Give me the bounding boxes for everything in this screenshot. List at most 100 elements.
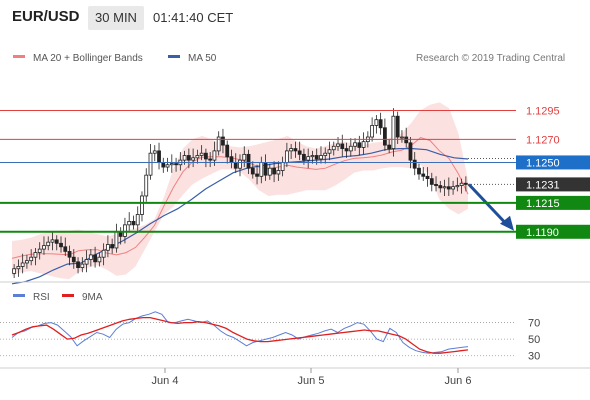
candle-body [263, 162, 268, 176]
candle-body [319, 155, 323, 160]
rsi-ma-legend-swatch [62, 294, 74, 297]
candle-body [246, 153, 251, 169]
candle-body [284, 150, 289, 163]
candle-body [442, 186, 447, 189]
forecast-arrow-line [467, 183, 510, 227]
candle-body [233, 162, 238, 169]
candle-body [357, 142, 362, 148]
candle-body [182, 155, 187, 161]
x-axis-ticks: Jun 4 Jun 5 Jun 6 [152, 368, 472, 387]
candle-body [105, 244, 110, 251]
candle-body [323, 152, 328, 156]
candle-body [361, 141, 366, 148]
candle-body [93, 254, 97, 263]
candle-body [272, 167, 276, 175]
candle-body [387, 144, 392, 149]
symbol-title: EUR/USD [12, 8, 80, 25]
resistance-label: 1.1295 [526, 105, 560, 117]
candle-body [302, 153, 306, 161]
candle-body [310, 155, 315, 158]
candle-body [20, 262, 25, 267]
candle-body [267, 167, 272, 176]
candle-body [50, 239, 55, 243]
candle-body [123, 224, 127, 237]
candle-body [280, 162, 285, 171]
rsi-tick-label: 70 [528, 318, 540, 330]
candle-body [80, 263, 85, 268]
ma50-legend-label: MA 50 [188, 53, 217, 64]
support-label-box [516, 224, 590, 239]
candle-body [169, 163, 174, 166]
candle-body [59, 242, 63, 248]
x-tick-label: Jun 6 [445, 375, 472, 387]
candle-body [225, 144, 230, 158]
candle-body [67, 251, 72, 258]
candle-body [63, 246, 68, 252]
candle-body [161, 162, 166, 168]
candle-body [148, 152, 153, 176]
candle-body [421, 173, 426, 177]
bollinger-legend-label: MA 20 + Bollinger Bands [33, 53, 143, 64]
candle-body [391, 115, 396, 149]
candle-body [370, 125, 375, 138]
candle-body [208, 158, 213, 161]
candle-body [434, 183, 438, 186]
resistance-label: 1.1270 [526, 134, 560, 146]
credit-text: Research © 2019 Trading Central [416, 53, 565, 64]
candle-body [16, 266, 21, 270]
candle-body [276, 170, 281, 175]
candle-body [42, 245, 46, 250]
candle-body [374, 119, 379, 126]
candle-body [37, 248, 42, 253]
candle-body [12, 268, 17, 274]
candle-body [255, 173, 259, 177]
candles [12, 108, 468, 278]
candle-body [84, 259, 89, 265]
bollinger-legend-swatch [13, 55, 25, 58]
candle-body [88, 254, 93, 260]
candle-body [186, 155, 191, 161]
candle-body [451, 186, 455, 190]
candle-body [25, 260, 29, 264]
candle-body [216, 136, 221, 152]
candle-body [250, 167, 255, 175]
rsi-ma-line [11, 316, 469, 354]
x-tick-label: Jun 4 [152, 375, 179, 387]
candle-body [327, 149, 332, 154]
candle-body [212, 150, 217, 161]
candle-body [331, 145, 336, 151]
candle-body [238, 159, 242, 169]
last-price-box [516, 177, 590, 192]
candle-body [152, 150, 157, 154]
candle-body [114, 231, 119, 249]
chart-header: EUR/USD 30 MIN 01:41:40 CET [0, 0, 590, 36]
candle-body [127, 220, 132, 226]
price-levels: 1.1295 1.1270 1.1250 1.1231 1.1215 1.1190 [0, 105, 590, 239]
candle-body [76, 261, 80, 269]
candle-body [438, 185, 443, 189]
candle-body [314, 155, 319, 160]
rsi-legend-label: RSI [33, 292, 50, 303]
candle-body [404, 136, 409, 144]
candle-body [165, 164, 170, 168]
candle-body [400, 136, 404, 139]
candle-body [459, 182, 464, 186]
candle-body [229, 156, 234, 163]
ma50-legend-swatch [168, 55, 180, 58]
candle-body [191, 157, 196, 161]
candle-body [54, 239, 59, 244]
timeframe-badge[interactable]: 30 MIN [88, 6, 144, 30]
x-tick-label: Jun 5 [298, 375, 325, 387]
price-chart [11, 102, 469, 285]
candle-body [383, 127, 387, 146]
candle-body [174, 163, 178, 166]
candle-body [71, 256, 76, 263]
ma50-label-box [516, 155, 590, 170]
candle-body [297, 150, 302, 155]
support-label: 1.1215 [526, 198, 560, 210]
candle-body [242, 153, 247, 161]
candle-body [199, 152, 204, 156]
rsi-chart: 30 50 70 [0, 311, 540, 363]
candle-body [29, 256, 34, 262]
candle-body [259, 162, 264, 177]
